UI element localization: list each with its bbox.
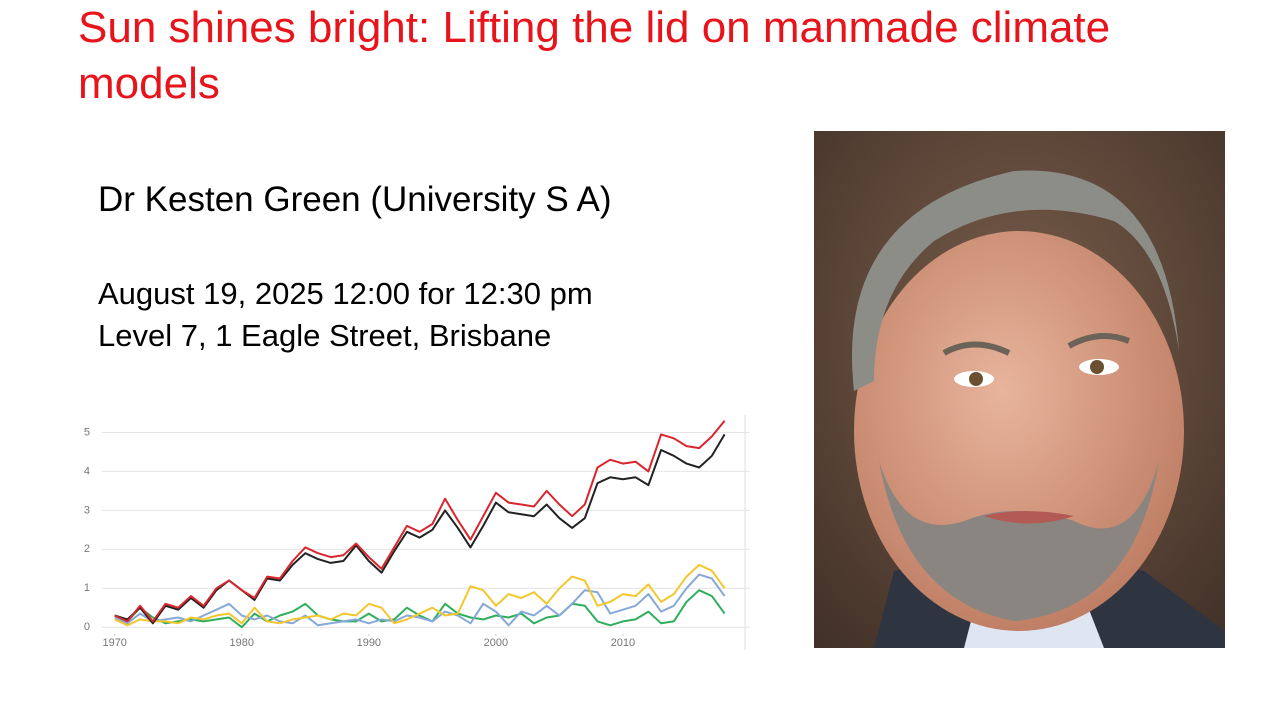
y-tick-label: 5 (84, 426, 90, 438)
x-tick-label: 1970 (102, 637, 126, 649)
y-tick-label: 2 (84, 543, 90, 555)
data-line (114, 420, 726, 623)
speaker: Dr Kesten Green (University S A) (98, 180, 612, 219)
data-line (114, 433, 726, 625)
x-tick-label: 1980 (230, 637, 254, 649)
y-tick-label: 4 (84, 465, 90, 477)
y-tick-label: 1 (84, 582, 90, 594)
slide-title: Sun shines bright: Lifting the lid on ma… (78, 3, 1111, 108)
location: Level 7, 1 Eagle Street, Brisbane (98, 318, 552, 353)
x-tick-label: 2010 (611, 637, 635, 649)
x-tick-label: 2000 (484, 637, 508, 649)
y-tick-label: 0 (84, 621, 90, 633)
speaker-photo (814, 131, 1225, 648)
chart: 0 1 2 3 4 5 1970 1980 1990 2000 2010 (84, 415, 750, 650)
data-line (114, 589, 726, 629)
date-time: August 19, 2025 12:00 for 12:30 pm (98, 276, 593, 311)
data-line (114, 573, 726, 627)
data-line (114, 563, 726, 627)
y-tick-label: 3 (84, 504, 90, 516)
x-tick-label: 1990 (357, 637, 381, 649)
